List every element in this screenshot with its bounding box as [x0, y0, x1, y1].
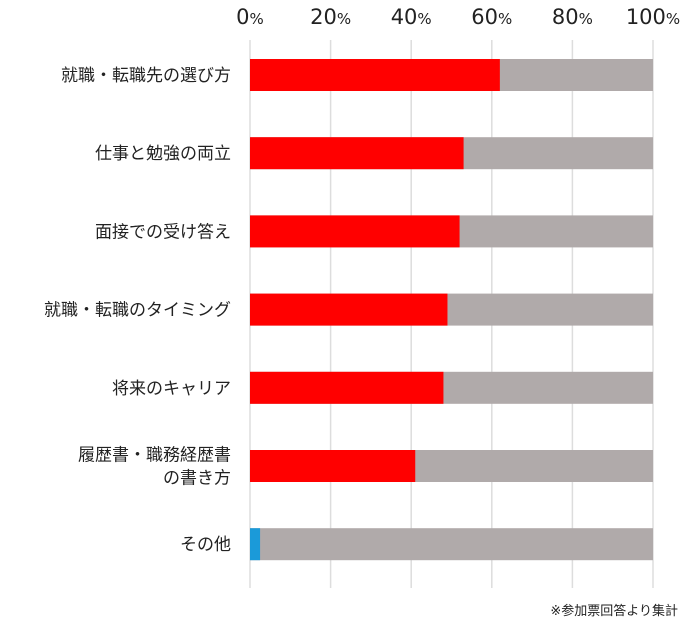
category-label: その他: [180, 535, 231, 555]
x-tick-label: 0%: [236, 5, 264, 29]
category-label: 仕事と勉強の両立: [95, 144, 231, 164]
category-label: 面接での受け答え: [95, 222, 231, 242]
x-tick-label: 40%: [391, 5, 432, 29]
category-label: 就職・転職のタイミング: [44, 301, 231, 321]
x-tick-label: 60%: [471, 5, 512, 29]
bar-value: [250, 528, 261, 561]
x-tick-label: 20%: [310, 5, 351, 29]
bar-value: [250, 450, 416, 482]
bar-value: [250, 59, 500, 91]
bar-value: [250, 293, 448, 326]
bar-value: [250, 371, 444, 404]
x-tick-label: 80%: [552, 5, 593, 29]
bar-value: [250, 215, 460, 248]
bar-value: [250, 137, 464, 170]
category-label: 将来のキャリア: [112, 379, 231, 399]
x-tick-label: 100%: [626, 5, 680, 29]
footnote: ※参加票回答より集計: [550, 604, 678, 619]
bar-remainder: [250, 528, 653, 561]
category-label: 就職・転職先の選び方: [61, 66, 231, 86]
category-label: 履歴書・職務経歴書の書き方: [78, 446, 231, 489]
